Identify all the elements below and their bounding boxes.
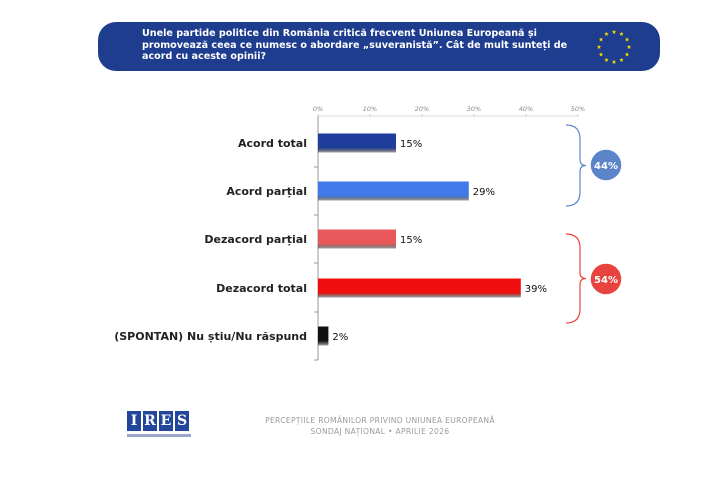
group-total-badge: [589, 262, 623, 296]
eu-star: [598, 37, 604, 42]
group-total-label: 44%: [594, 161, 618, 172]
x-tick-label: 40%: [519, 105, 533, 113]
value-label: 39%: [525, 284, 547, 295]
category-label: Acord total: [238, 137, 307, 150]
logo-tagline: [127, 434, 191, 437]
bar-chart: 0% 10% 20% 30% 40% 50% Acord total 15% Acord par…: [114, 105, 623, 361]
x-tick-label: 0%: [313, 105, 323, 113]
eu-star: [611, 29, 617, 34]
logo-letter: I: [127, 411, 141, 431]
bar: [318, 278, 521, 298]
x-tick-label: 10%: [363, 105, 377, 113]
logo-letter: S: [175, 411, 189, 431]
group-total-label: 54%: [594, 275, 618, 286]
eu-star: [598, 52, 604, 57]
value-label: 29%: [473, 187, 495, 198]
ires-logo: I R E S: [127, 411, 191, 439]
eu-star: [604, 31, 609, 36]
logo-letter: E: [159, 411, 173, 431]
group-total-badge: [589, 148, 623, 182]
bar: [318, 326, 329, 346]
value-label: 15%: [400, 139, 422, 150]
value-label: 2%: [332, 332, 348, 343]
bar: [318, 229, 396, 249]
x-tick-label: 30%: [467, 105, 481, 113]
group-bracket: [565, 124, 587, 207]
category-label: (SPONTAN) Nu știu/Nu răspund: [114, 330, 307, 343]
eu-star: [596, 44, 602, 49]
bar: [318, 181, 469, 201]
category-label: Acord parțial: [226, 185, 307, 198]
eu-star: [626, 44, 632, 49]
eu-star: [624, 52, 630, 57]
value-label: 15%: [400, 235, 422, 246]
question-banner: Unele partide politice din România criti…: [98, 22, 660, 71]
eu-star: [604, 57, 609, 62]
eu-star: [611, 59, 617, 64]
eu-star: [624, 37, 630, 42]
eu-flag-icon: [596, 29, 632, 64]
group-bracket: [565, 233, 587, 324]
bar: [318, 133, 396, 153]
eu-star: [619, 57, 624, 62]
footer-subtitle: SONDAJ NAȚIONAL • APRILIE 2026: [310, 427, 450, 436]
x-tick-label: 50%: [571, 105, 585, 113]
question-text: Unele partide politice din România criti…: [142, 28, 568, 62]
x-tick-label: 20%: [415, 105, 429, 113]
category-label: Dezacord total: [216, 282, 307, 295]
logo-letter: R: [143, 411, 157, 431]
footer-title: PERCEPȚIILE ROMÂNILOR PRIVIND UNIUNEA EU…: [265, 416, 495, 425]
category-label: Dezacord parțial: [204, 233, 307, 246]
eu-star: [619, 31, 624, 36]
